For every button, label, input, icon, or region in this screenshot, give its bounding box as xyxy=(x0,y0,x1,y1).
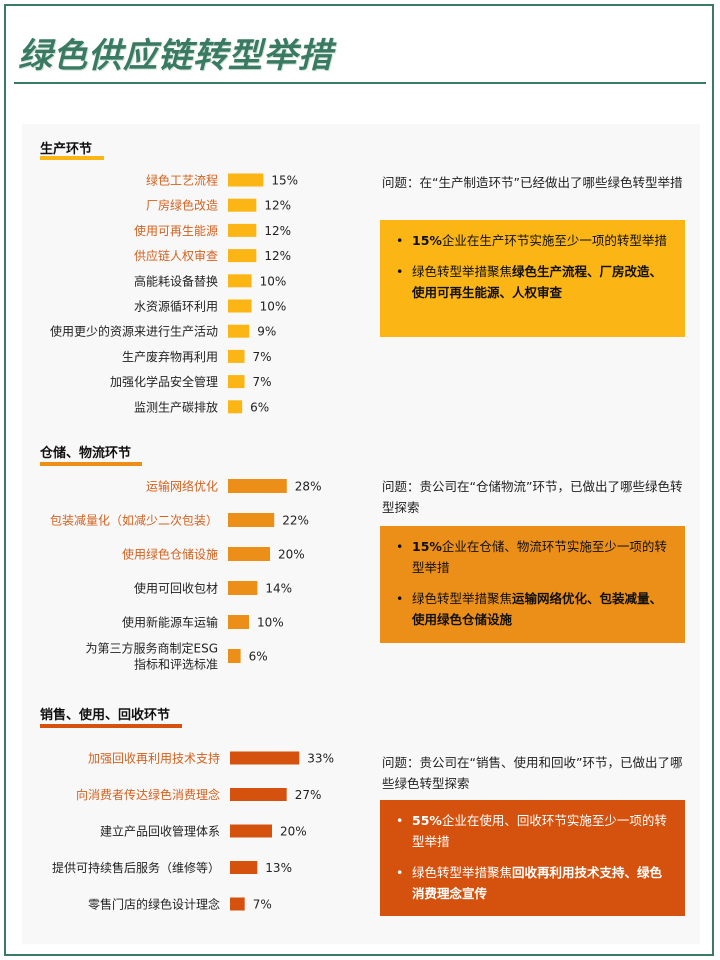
category-label: 供应链人权审查 xyxy=(134,248,218,263)
bar xyxy=(228,581,258,595)
category-label: 使用可再生能源 xyxy=(134,223,218,238)
bar xyxy=(228,223,257,237)
bar xyxy=(230,861,258,874)
value-label: 10% xyxy=(260,274,287,288)
page-title: 绿色供应链转型举措 xyxy=(18,36,333,76)
section-title: 生产环节 xyxy=(40,142,93,157)
summary-bullet: 绿色转型举措聚焦运输网络优化、包装减量、使用绿色仓储设施 xyxy=(394,588,671,630)
section-underline xyxy=(40,462,142,466)
bar xyxy=(228,513,275,527)
chart-svg: 运输网络优化 28% 包装减量化（如减少二次包装） 22% 使用绿色仓储设施 20% 使用可… xyxy=(50,479,322,672)
bar xyxy=(228,324,250,338)
bar xyxy=(228,375,245,389)
summary-box: 55%企业在使用、回收环节实施至少一项的转型举措 绿色转型举措聚焦回收再利用技术… xyxy=(380,800,685,916)
bar xyxy=(230,788,287,801)
bar xyxy=(228,349,245,363)
category-label: 包装减量化（如减少二次包装） xyxy=(50,513,218,528)
bar xyxy=(230,751,300,765)
bar xyxy=(230,897,245,911)
bar xyxy=(228,479,287,493)
content-panel: 生产环节 绿色工艺流程 15% 厂房绿色改造 12% 使用可再生能源 12% 供应链人权审查… xyxy=(22,124,700,944)
category-label: 向消费者传达绿色消费理念 xyxy=(76,787,220,802)
bar xyxy=(228,173,264,187)
category-label: 绿色工艺流程 xyxy=(146,173,218,188)
value-label: 12% xyxy=(264,249,291,263)
category-label: 提供可持续售后服务（维修等） xyxy=(52,860,220,875)
category-label: 监测生产碳排放 xyxy=(134,399,218,414)
bar xyxy=(228,198,257,212)
value-label: 12% xyxy=(264,224,291,238)
summary-box: 15%企业在仓储、物流环节实施至少一项的转型举措 绿色转型举措聚焦运输网络优化、… xyxy=(380,526,685,643)
section-underline xyxy=(40,724,182,728)
value-label: 7% xyxy=(253,350,272,364)
category-label: 生产废弃物再利用 xyxy=(122,349,218,364)
summary-bullet: 15%企业在生产环节实施至少一项的转型举措 xyxy=(394,230,671,251)
value-label: 13% xyxy=(265,861,292,875)
value-label: 14% xyxy=(265,582,292,596)
question-text: 问题：贵公司在“仓储物流”环节，已做出了哪些绿色转型探索 xyxy=(382,479,683,515)
summary-bullet: 15%企业在仓储、物流环节实施至少一项的转型举措 xyxy=(394,536,671,578)
value-label: 27% xyxy=(295,788,322,802)
category-label: 为第三方服务商制定ESG xyxy=(86,641,219,656)
value-label: 10% xyxy=(260,300,287,314)
bar-chart-logistics: 运输网络优化 28% 包装减量化（如减少二次包装） 22% 使用绿色仓储设施 20% 使用可… xyxy=(22,470,362,685)
summary-bullet: 55%企业在使用、回收环节实施至少一项的转型举措 xyxy=(394,810,671,852)
summary-bullet: 绿色转型举措聚焦回收再利用技术支持、绿色消费理念宣传 xyxy=(394,862,671,904)
summary-box: 15%企业在生产环节实施至少一项的转型举措 绿色转型举措聚焦绿色生产流程、厂房改… xyxy=(380,220,685,337)
value-label: 10% xyxy=(257,616,284,630)
bar xyxy=(228,615,249,629)
section-title: 销售、使用、回收环节 xyxy=(40,708,171,723)
value-label: 28% xyxy=(295,480,322,494)
section-title: 仓储、物流环节 xyxy=(40,446,132,461)
title-divider xyxy=(14,82,706,84)
value-label: 7% xyxy=(253,375,272,389)
category-label: 厂房绿色改造 xyxy=(146,198,218,213)
value-label: 7% xyxy=(253,898,272,912)
category-label: 使用新能源车运输 xyxy=(122,615,218,630)
category-label: 零售门店的绿色设计理念 xyxy=(88,897,220,912)
category-label: 使用更少的资源来进行生产活动 xyxy=(50,324,218,339)
bar xyxy=(228,400,243,414)
bar-chart-production: 绿色工艺流程 15% 厂房绿色改造 12% 使用可再生能源 12% 供应链人权审查 12% 高能… xyxy=(22,166,362,421)
category-label: 水资源循环利用 xyxy=(134,300,218,314)
value-label: 20% xyxy=(280,825,307,839)
chart-svg: 绿色工艺流程 15% 厂房绿色改造 12% 使用可再生能源 12% 供应链人权审查 12% 高能… xyxy=(50,173,298,415)
question-text: 问题：贵公司在“销售、使用和回收”环节，已做出了哪些绿色转型探索 xyxy=(382,755,683,791)
chart-svg: 加强回收再利用技术支持 33% 向消费者传达绿色消费理念 27% 建立产品回收管理体系 2… xyxy=(52,751,334,912)
bar xyxy=(228,547,270,561)
summary-bullet: 绿色转型举措聚焦绿色生产流程、厂房改造、使用可再生能源、人权审查 xyxy=(394,261,671,303)
page-frame xyxy=(4,4,714,956)
value-label: 20% xyxy=(278,548,305,562)
value-label: 15% xyxy=(271,174,298,188)
value-label: 33% xyxy=(307,752,334,766)
category-label: 使用可回收包材 xyxy=(134,581,218,596)
bar xyxy=(228,299,252,313)
bar xyxy=(228,249,257,263)
category-label: 指标和评选标准 xyxy=(134,657,218,672)
category-label: 加强化学品安全管理 xyxy=(110,374,218,389)
section-underline xyxy=(40,156,104,160)
value-label: 12% xyxy=(264,199,291,213)
value-label: 22% xyxy=(282,514,309,528)
category-label: 加强回收再利用技术支持 xyxy=(88,751,220,766)
category-label: 建立产品回收管理体系 xyxy=(100,824,220,839)
category-label: 使用绿色仓储设施 xyxy=(122,547,218,562)
question-text: 问题：在“生产制造环节”已经做出了哪些绿色转型举措 xyxy=(382,175,683,190)
category-label: 高能耗设备替换 xyxy=(134,273,218,288)
bar xyxy=(228,274,252,288)
bar xyxy=(228,649,241,663)
bar-chart-sales-recycling: 加强回收再利用技术支持 33% 向消费者传达绿色消费理念 27% 建立产品回收管理体系 2… xyxy=(22,746,362,936)
bar xyxy=(230,824,272,838)
value-label: 6% xyxy=(249,650,268,664)
category-label: 运输网络优化 xyxy=(146,479,218,494)
value-label: 6% xyxy=(250,400,269,414)
value-label: 9% xyxy=(257,325,276,339)
